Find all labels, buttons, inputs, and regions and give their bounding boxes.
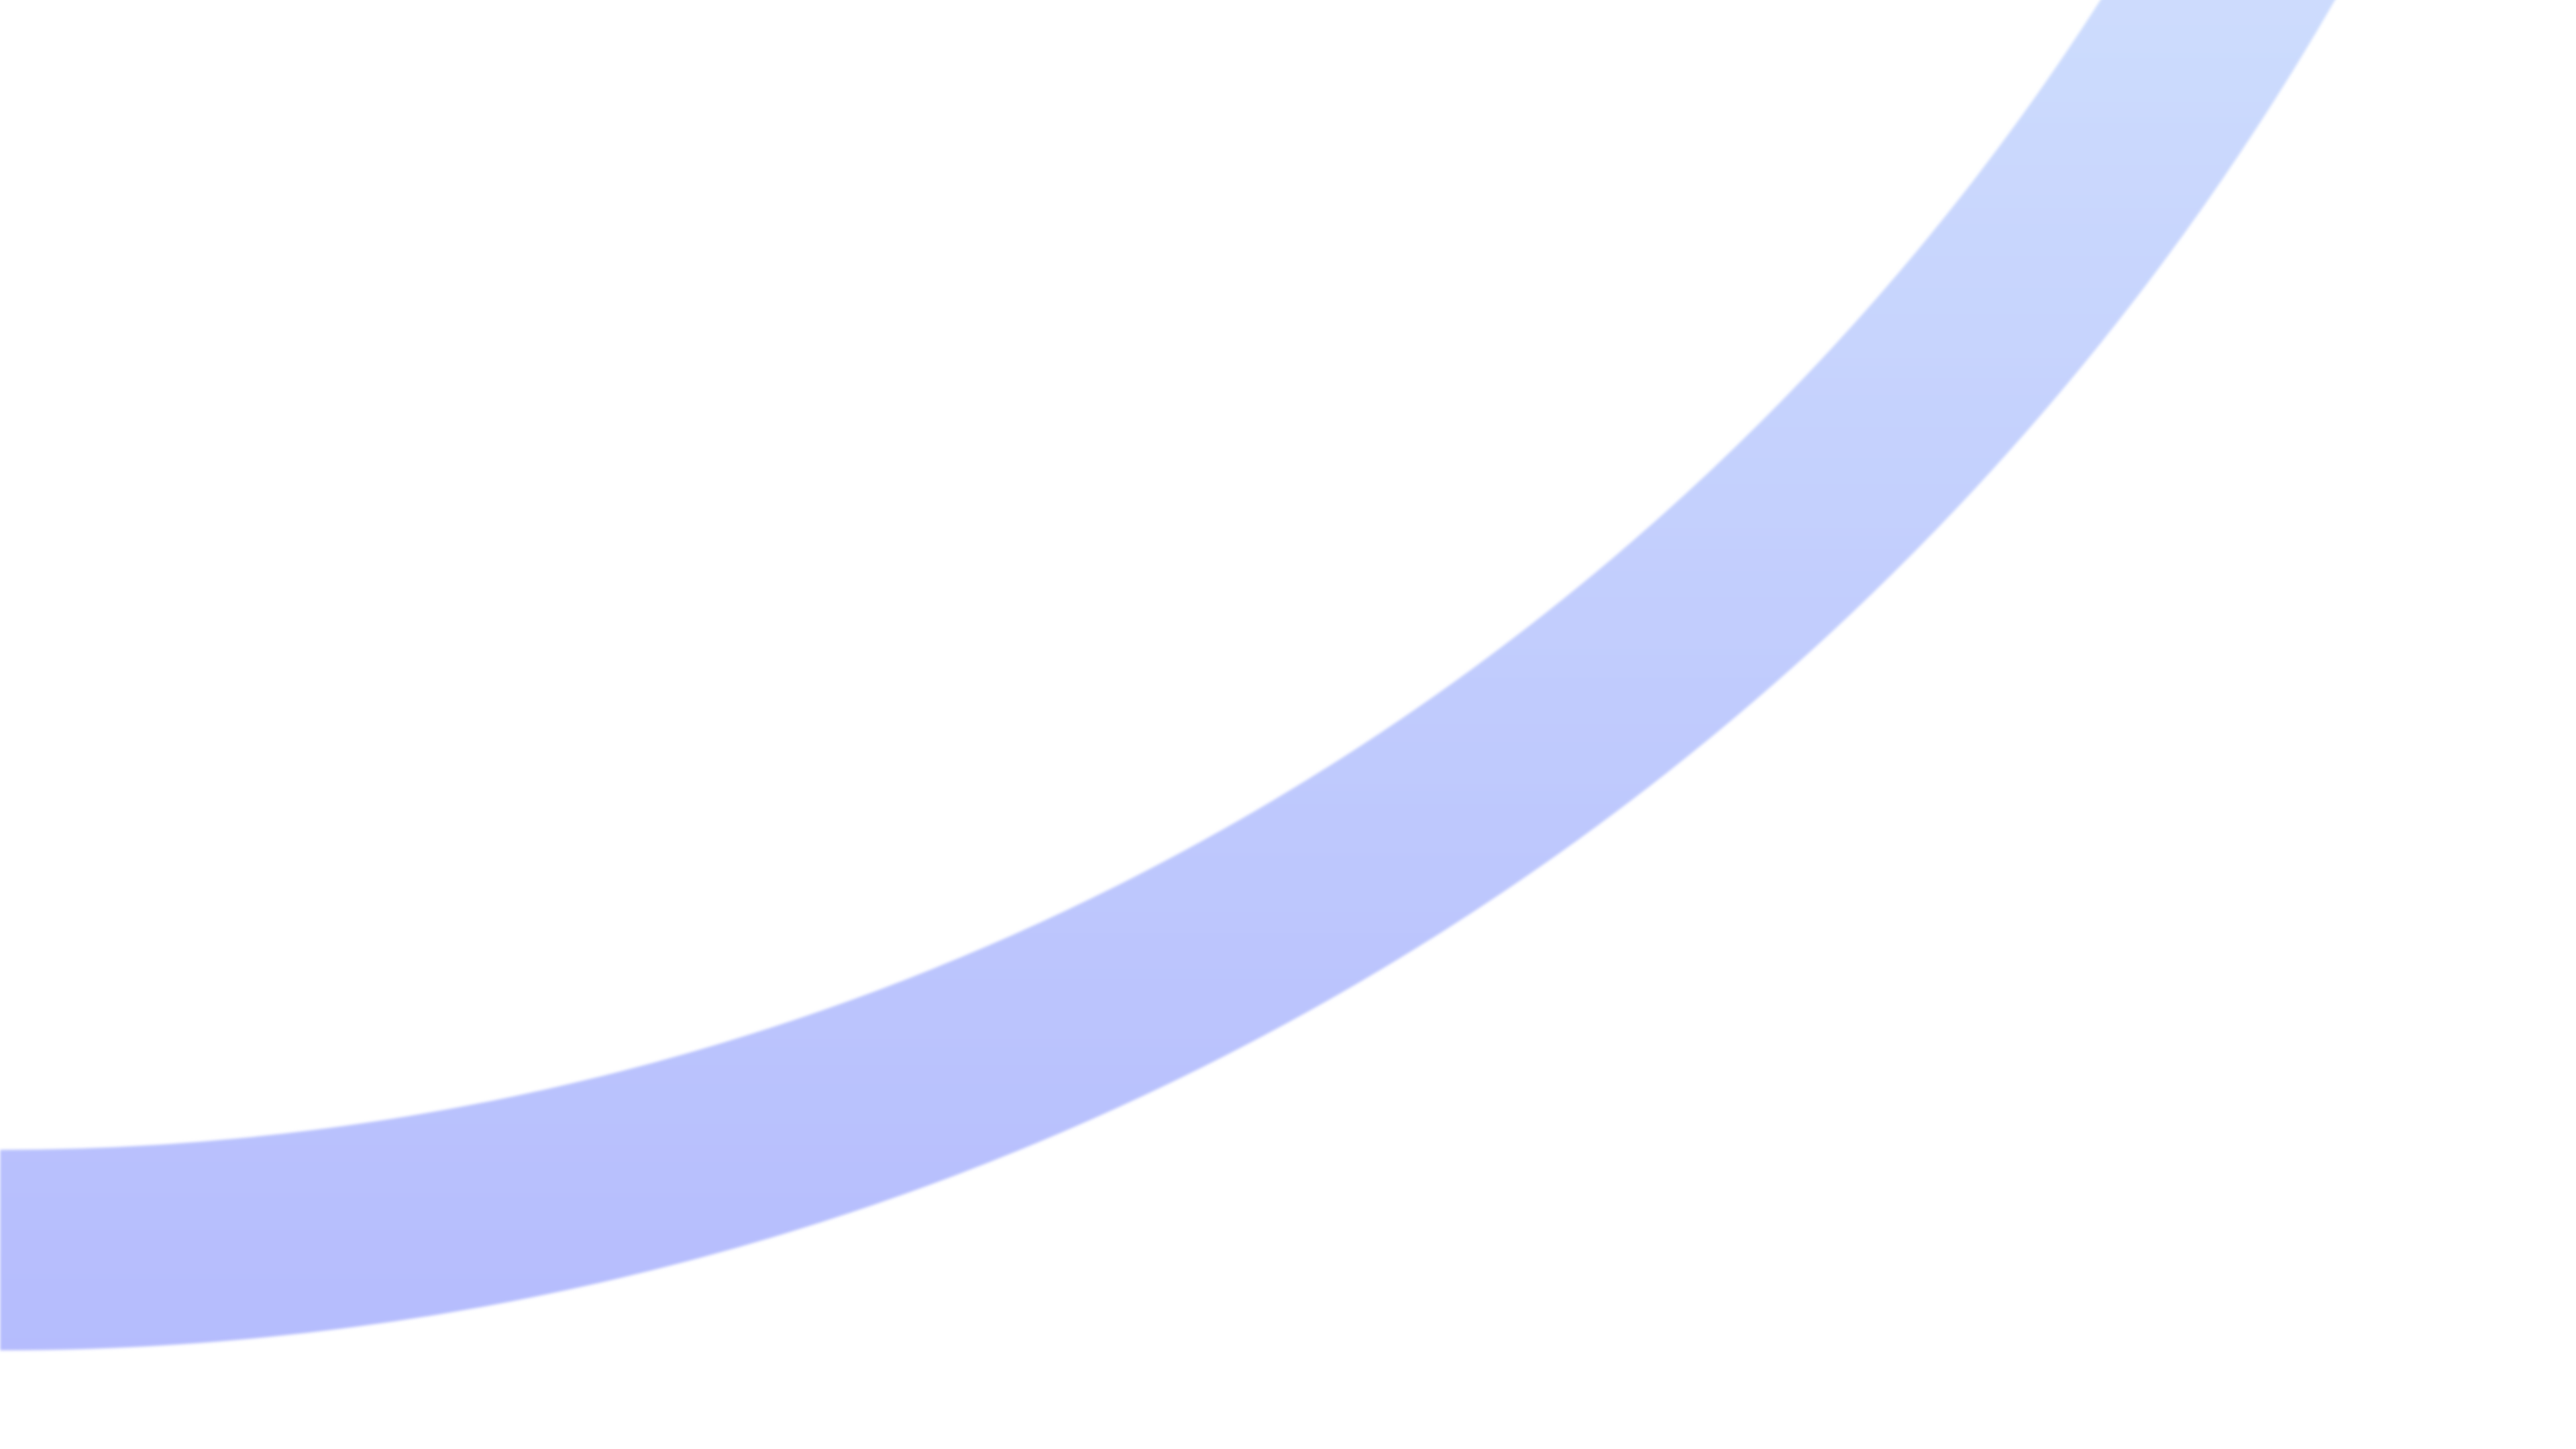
decorative-arc <box>0 0 2335 1350</box>
